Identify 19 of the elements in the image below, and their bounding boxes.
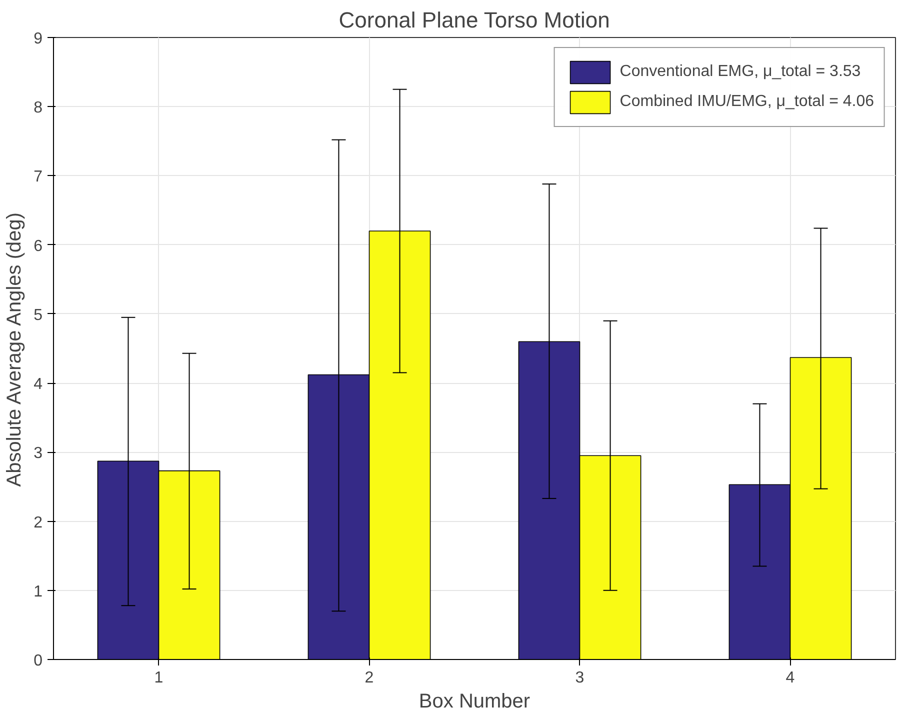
y-tick-label: 9 xyxy=(34,30,43,48)
x-tick-label: 3 xyxy=(575,670,584,686)
y-tick-label: 3 xyxy=(34,445,43,462)
legend-label: Combined IMU/EMG, μ_total = 4.06 xyxy=(620,93,874,111)
y-tick-label: 7 xyxy=(34,168,43,186)
legend-label: Conventional EMG, μ_total = 3.53 xyxy=(620,63,861,81)
y-axis-title: Absolute Average Angles (deg) xyxy=(4,212,26,487)
y-tick-label: 4 xyxy=(34,376,43,394)
x-tick-label: 1 xyxy=(154,670,164,686)
y-tick-label: 6 xyxy=(34,238,43,255)
x-axis-title: Box Number xyxy=(418,690,530,712)
y-tick-label: 0 xyxy=(34,652,43,670)
y-tick-label: 2 xyxy=(34,514,43,532)
y-tick-label: 8 xyxy=(34,100,43,117)
y-tick-label: 5 xyxy=(34,306,43,324)
x-tick-label: 2 xyxy=(364,670,374,686)
y-tick-label: 1 xyxy=(34,583,43,600)
chart-title: Coronal Plane Torso Motion xyxy=(338,8,610,32)
x-tick-label: 4 xyxy=(786,670,795,686)
